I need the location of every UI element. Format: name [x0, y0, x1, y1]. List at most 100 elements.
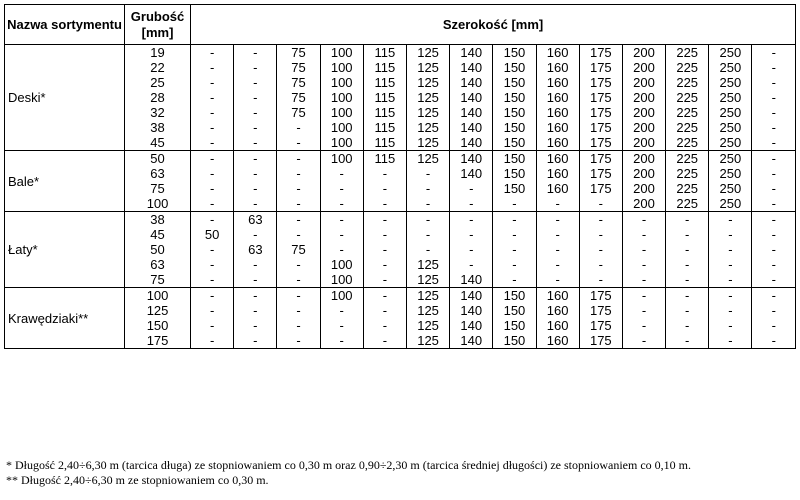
- width-cell: -: [621, 211, 667, 227]
- width-cell: -: [362, 242, 407, 257]
- width-cell: -: [190, 75, 235, 90]
- width-cell: 225: [665, 75, 710, 90]
- width-cell: 225: [665, 44, 710, 60]
- table-row: 63- - - - - -140 150 160 175 200 225 250-: [5, 166, 796, 181]
- width-cell: -: [233, 227, 278, 242]
- width-cell: 150: [492, 75, 537, 90]
- width-cell: 200: [621, 120, 667, 135]
- width-cell: 250: [708, 75, 753, 90]
- width-cell: -: [665, 211, 710, 227]
- width-cell: -: [362, 287, 407, 303]
- width-cell: -: [751, 166, 796, 181]
- width-cell: 225: [665, 90, 710, 105]
- width-cell: -: [535, 257, 580, 272]
- width-cell: 125: [405, 44, 451, 60]
- width-cell: 140: [449, 303, 494, 318]
- width-cell: 225: [665, 60, 710, 75]
- width-cell: -: [405, 227, 451, 242]
- width-cell: -: [535, 211, 580, 227]
- width-cell: -: [492, 257, 537, 272]
- width-cell: -: [492, 196, 537, 212]
- table-row: Łaty* 38-63- - - - - - - - - - - -: [3, 211, 796, 288]
- width-cell: -: [233, 257, 278, 272]
- header-width: Szerokość [mm]: [190, 4, 796, 45]
- width-cell: -: [233, 90, 278, 105]
- width-cell: -: [190, 90, 235, 105]
- width-cell: 175: [578, 44, 623, 60]
- thickness-cell: 75: [124, 272, 192, 288]
- width-cell: 150: [492, 90, 537, 105]
- thickness-cell: 175: [124, 333, 192, 349]
- width-cell: 115: [362, 135, 407, 151]
- width-cell: -: [276, 120, 321, 135]
- width-cell: 250: [708, 120, 753, 135]
- table-row: 28- -75 100 115 125 140 150 160 175 200 225 250-: [5, 90, 796, 105]
- width-cell: -: [276, 135, 321, 151]
- width-cell: -: [751, 211, 796, 227]
- width-cell: -: [233, 333, 278, 349]
- width-cell: 140: [449, 318, 494, 333]
- thickness-cell: 100: [124, 196, 192, 212]
- width-cell: 175: [578, 60, 623, 75]
- table-row: 75- - -100-125 140- - - - - - -: [5, 272, 796, 288]
- width-cell: 140: [449, 166, 494, 181]
- thickness-cell: 25: [124, 75, 192, 90]
- group-0: Deski* 19- -75 100 115 125 140 150 160 175 200 225 2…: [3, 44, 796, 151]
- width-cell: -: [621, 287, 667, 303]
- width-cell: -: [621, 257, 667, 272]
- thickness-cell: 63: [124, 257, 192, 272]
- width-cell: 150: [492, 181, 537, 196]
- width-cell: -: [492, 227, 537, 242]
- thickness-cell: 125: [124, 303, 192, 318]
- width-cell: 140: [449, 120, 494, 135]
- width-cell: 125: [405, 120, 451, 135]
- width-cell: 140: [449, 90, 494, 105]
- width-cell: 125: [405, 318, 451, 333]
- width-cell: -: [751, 272, 796, 288]
- width-cell: 150: [492, 105, 537, 120]
- width-cell: -: [190, 272, 235, 288]
- width-cell: -: [751, 303, 796, 318]
- group-2: Łaty* 38-63- - - - - - - - - - - -45 50- - - - - - - - - - - - -5…: [3, 211, 796, 288]
- width-cell: 75: [276, 242, 321, 257]
- width-cell: -: [708, 211, 753, 227]
- width-cell: 140: [449, 333, 494, 349]
- width-cell: -: [233, 318, 278, 333]
- width-cell: -: [190, 257, 235, 272]
- width-cell: -: [751, 181, 796, 196]
- width-cell: 250: [708, 105, 753, 120]
- width-cell: 100: [319, 60, 364, 75]
- width-cell: -: [535, 272, 580, 288]
- width-cell: -: [665, 272, 710, 288]
- width-cell: 100: [319, 150, 364, 166]
- table-row: Bale* 50- - -100 115 125 140 150 160 175 200 225 250…: [3, 150, 796, 212]
- width-cell: 75: [276, 90, 321, 105]
- width-cell: 115: [362, 44, 407, 60]
- width-cell: -: [233, 75, 278, 90]
- width-cell: 225: [665, 120, 710, 135]
- width-cell: -: [190, 287, 235, 303]
- width-cell: -: [276, 211, 321, 227]
- table-row: 150- - - - -125 140 150 160 175- - - -: [5, 318, 796, 333]
- width-cell: -: [276, 287, 321, 303]
- group-3: Krawędziaki** 100- - -100-125 140 150 160 175- -…: [3, 287, 796, 349]
- width-cell: -: [233, 120, 278, 135]
- width-cell: -: [362, 272, 407, 288]
- width-cell: -: [362, 333, 407, 349]
- width-cell: 150: [492, 333, 537, 349]
- width-cell: -: [665, 257, 710, 272]
- width-cell: 125: [405, 135, 451, 151]
- width-cell: 160: [535, 44, 580, 60]
- width-cell: 200: [621, 105, 667, 120]
- width-cell: -: [405, 181, 451, 196]
- width-cell: 250: [708, 166, 753, 181]
- width-cell: 150: [492, 135, 537, 151]
- width-cell: -: [362, 196, 407, 212]
- width-cell: -: [621, 333, 667, 349]
- width-cell: 75: [276, 75, 321, 90]
- width-cell: 140: [449, 60, 494, 75]
- width-cell: 200: [621, 90, 667, 105]
- width-cell: -: [751, 333, 796, 349]
- width-cell: -: [276, 227, 321, 242]
- thickness-cell: 45: [124, 227, 192, 242]
